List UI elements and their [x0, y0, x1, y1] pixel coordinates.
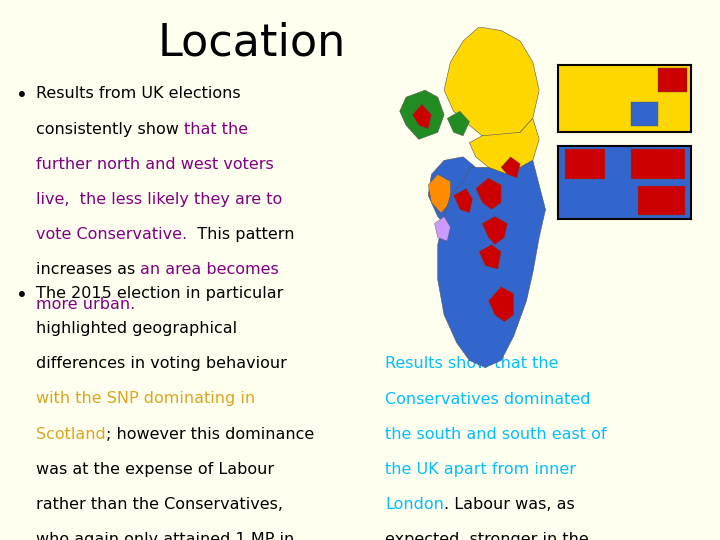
Text: differences in voting behaviour: differences in voting behaviour: [36, 356, 287, 372]
Text: •: •: [16, 86, 27, 105]
Text: live,  the less likely they are to: live, the less likely they are to: [36, 192, 282, 207]
Polygon shape: [428, 174, 451, 213]
Text: •: •: [16, 286, 27, 305]
Bar: [631, 150, 685, 179]
Text: further north and west voters: further north and west voters: [36, 157, 274, 172]
Text: with the SNP dominating in: with the SNP dominating in: [36, 392, 255, 407]
Text: the UK apart from inner: the UK apart from inner: [385, 462, 576, 477]
Polygon shape: [482, 217, 508, 245]
Text: highlighted geographical: highlighted geographical: [36, 321, 237, 336]
Text: The 2015 election in particular: The 2015 election in particular: [36, 286, 284, 301]
Text: Location: Location: [158, 22, 346, 65]
Text: . Labour was, as: . Labour was, as: [444, 497, 575, 512]
Text: Results from UK elections: Results from UK elections: [36, 86, 240, 102]
Text: expected, stronger in the: expected, stronger in the: [385, 532, 589, 540]
Text: was at the expense of Labour: was at the expense of Labour: [36, 462, 274, 477]
Text: Conservatives dominated: Conservatives dominated: [385, 392, 590, 407]
Text: increases as: increases as: [36, 262, 140, 277]
Polygon shape: [488, 287, 514, 322]
Text: an area becomes: an area becomes: [140, 262, 279, 277]
Polygon shape: [469, 118, 539, 174]
Polygon shape: [444, 27, 539, 139]
Bar: [631, 102, 658, 126]
Polygon shape: [438, 160, 546, 367]
Polygon shape: [501, 157, 520, 178]
Text: London: London: [385, 497, 444, 512]
Text: who again only attained 1 MP in: who again only attained 1 MP in: [36, 532, 294, 540]
Text: ; however this dominance: ; however this dominance: [106, 427, 314, 442]
Text: consistently show: consistently show: [36, 122, 184, 137]
Bar: [564, 150, 605, 179]
Text: Scotland: Scotland: [36, 427, 106, 442]
Polygon shape: [413, 104, 431, 129]
Text: Results show that the: Results show that the: [385, 356, 559, 372]
Text: the south and south east of: the south and south east of: [385, 427, 607, 442]
Polygon shape: [479, 245, 501, 269]
Text: vote Conservative.: vote Conservative.: [36, 227, 187, 242]
Polygon shape: [428, 157, 476, 231]
Bar: [638, 186, 685, 215]
Bar: [658, 68, 687, 92]
Text: more urban.: more urban.: [36, 297, 135, 312]
Polygon shape: [400, 90, 444, 139]
Polygon shape: [447, 111, 469, 136]
Text: This pattern: This pattern: [187, 227, 294, 242]
Polygon shape: [435, 217, 451, 241]
Polygon shape: [476, 178, 501, 210]
Polygon shape: [454, 188, 472, 213]
Text: that the: that the: [184, 122, 248, 137]
Text: rather than the Conservatives,: rather than the Conservatives,: [36, 497, 283, 512]
